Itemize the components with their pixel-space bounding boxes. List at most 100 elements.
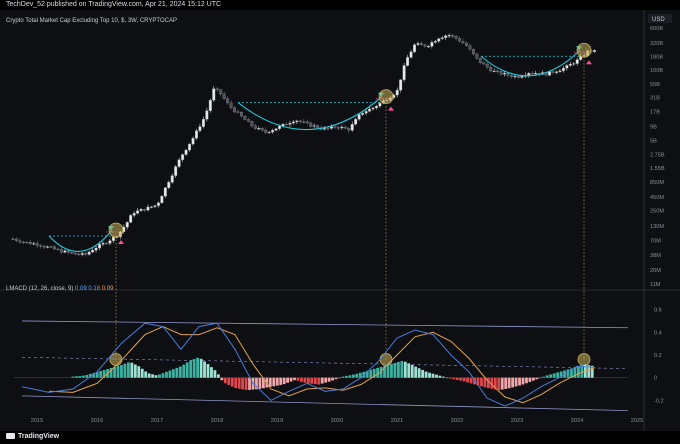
histogram-bar bbox=[528, 377, 532, 382]
candle-body bbox=[129, 215, 133, 223]
histogram-bar bbox=[272, 377, 276, 387]
indicator-tick-label: 0.4 bbox=[654, 330, 662, 336]
histogram-bar bbox=[286, 377, 290, 383]
candle-body bbox=[447, 35, 451, 37]
histogram-bar bbox=[151, 374, 155, 378]
candle-body bbox=[402, 65, 406, 80]
histogram-bar bbox=[185, 362, 189, 378]
price-tick-label: 31B bbox=[650, 96, 660, 102]
candle-body bbox=[333, 126, 337, 128]
histogram-bar bbox=[203, 361, 206, 378]
tradingview-logo[interactable]: TradingView bbox=[6, 433, 59, 440]
histogram-bar bbox=[338, 377, 341, 379]
histogram-bar bbox=[424, 371, 428, 378]
candle-body bbox=[461, 41, 465, 44]
histogram-bar bbox=[171, 369, 175, 378]
chart-canvas[interactable]: USD 600B 320B 180B 100B 55B 31B 17B 9B 5B 2.75B 1.5… bbox=[0, 10, 680, 431]
candle-body bbox=[475, 53, 479, 59]
histogram-bar bbox=[383, 365, 386, 378]
histogram-bar bbox=[303, 377, 307, 383]
price-tick-label: 320B bbox=[650, 41, 663, 47]
indicator-label: LMACD (12, 26, close, 9) 0.09 0.18 0.09 bbox=[6, 286, 113, 292]
histogram-bar bbox=[379, 366, 383, 378]
usd-badge bbox=[648, 14, 672, 23]
candle-body bbox=[295, 120, 299, 123]
candle-body bbox=[160, 195, 164, 204]
histogram-bar bbox=[71, 376, 75, 378]
candle-body bbox=[330, 126, 333, 129]
candle-body bbox=[101, 243, 105, 245]
candle-body bbox=[454, 36, 458, 39]
candle-body bbox=[288, 123, 292, 125]
breakout-circle bbox=[378, 89, 394, 104]
histogram-bar bbox=[545, 375, 549, 378]
candle-body bbox=[174, 166, 178, 176]
candle-body bbox=[257, 128, 261, 130]
histogram-bar bbox=[556, 372, 560, 378]
histogram-bar bbox=[137, 366, 141, 378]
publisher-text: TechDev_52 published on TradingView.com,… bbox=[6, 1, 222, 8]
breakout-up-marker bbox=[586, 60, 592, 65]
histogram-bar bbox=[376, 367, 380, 378]
candle-body bbox=[409, 51, 413, 58]
indicator-tick-label: -0.2 bbox=[654, 398, 664, 404]
histogram-bar bbox=[331, 377, 335, 381]
histogram-bar bbox=[566, 369, 570, 378]
candle-body bbox=[316, 125, 320, 128]
candle-body bbox=[143, 209, 146, 211]
candle-body bbox=[561, 68, 565, 71]
price-tick-label: 450M bbox=[650, 195, 664, 201]
histogram-bar bbox=[210, 367, 213, 378]
histogram-bar bbox=[289, 377, 293, 382]
histogram-bar bbox=[140, 368, 144, 378]
price-tick-label: 9B bbox=[650, 125, 657, 131]
candle-body bbox=[167, 182, 171, 188]
histogram-bar bbox=[158, 374, 161, 378]
histogram-bar bbox=[237, 377, 241, 389]
candle-body bbox=[499, 71, 503, 75]
candle-body bbox=[205, 110, 209, 120]
histogram-bar bbox=[525, 377, 528, 384]
histogram-bar bbox=[414, 366, 418, 378]
histogram-bar bbox=[417, 368, 421, 378]
candle-body bbox=[264, 130, 268, 133]
histogram-bar bbox=[244, 377, 248, 390]
x-tick-label: 2022 bbox=[451, 418, 463, 424]
candle-body bbox=[226, 98, 230, 104]
histogram-bar bbox=[313, 377, 317, 385]
candle-body bbox=[336, 127, 340, 129]
candle-body bbox=[302, 121, 306, 123]
histogram-bar bbox=[431, 373, 435, 378]
histogram-bar bbox=[161, 373, 165, 378]
candle-body bbox=[260, 128, 264, 131]
candle-body bbox=[354, 119, 358, 125]
candle-body bbox=[28, 242, 32, 245]
candle-body bbox=[364, 111, 368, 114]
breakout-up-marker bbox=[118, 240, 124, 245]
price-tick-label: 11M bbox=[650, 282, 661, 288]
breakout-up-marker bbox=[388, 106, 394, 111]
histogram-bar bbox=[144, 371, 148, 378]
candle-body bbox=[153, 205, 157, 207]
footer-bar: TradingView bbox=[0, 431, 680, 444]
candle-body bbox=[94, 247, 98, 251]
histogram-bar bbox=[348, 375, 352, 378]
histogram-bar bbox=[476, 377, 480, 386]
candle-body bbox=[375, 105, 378, 109]
cup-curve bbox=[237, 96, 383, 131]
candle-body bbox=[236, 111, 240, 113]
histogram-bar bbox=[168, 370, 172, 378]
candle-body bbox=[146, 206, 150, 211]
histogram-bar bbox=[78, 375, 82, 378]
candle-body bbox=[229, 102, 233, 108]
channel-mid-line bbox=[21, 356, 629, 369]
price-tick-label: 130M bbox=[650, 224, 664, 230]
candle-body bbox=[568, 63, 572, 66]
breakout-circle bbox=[576, 42, 592, 58]
x-tick-label: 2019 bbox=[271, 418, 283, 424]
histogram-bar bbox=[504, 377, 508, 389]
candle-body bbox=[39, 245, 43, 247]
signal-line bbox=[48, 326, 596, 404]
price-tick-label: 850M bbox=[650, 180, 664, 186]
candle-body bbox=[215, 88, 219, 90]
